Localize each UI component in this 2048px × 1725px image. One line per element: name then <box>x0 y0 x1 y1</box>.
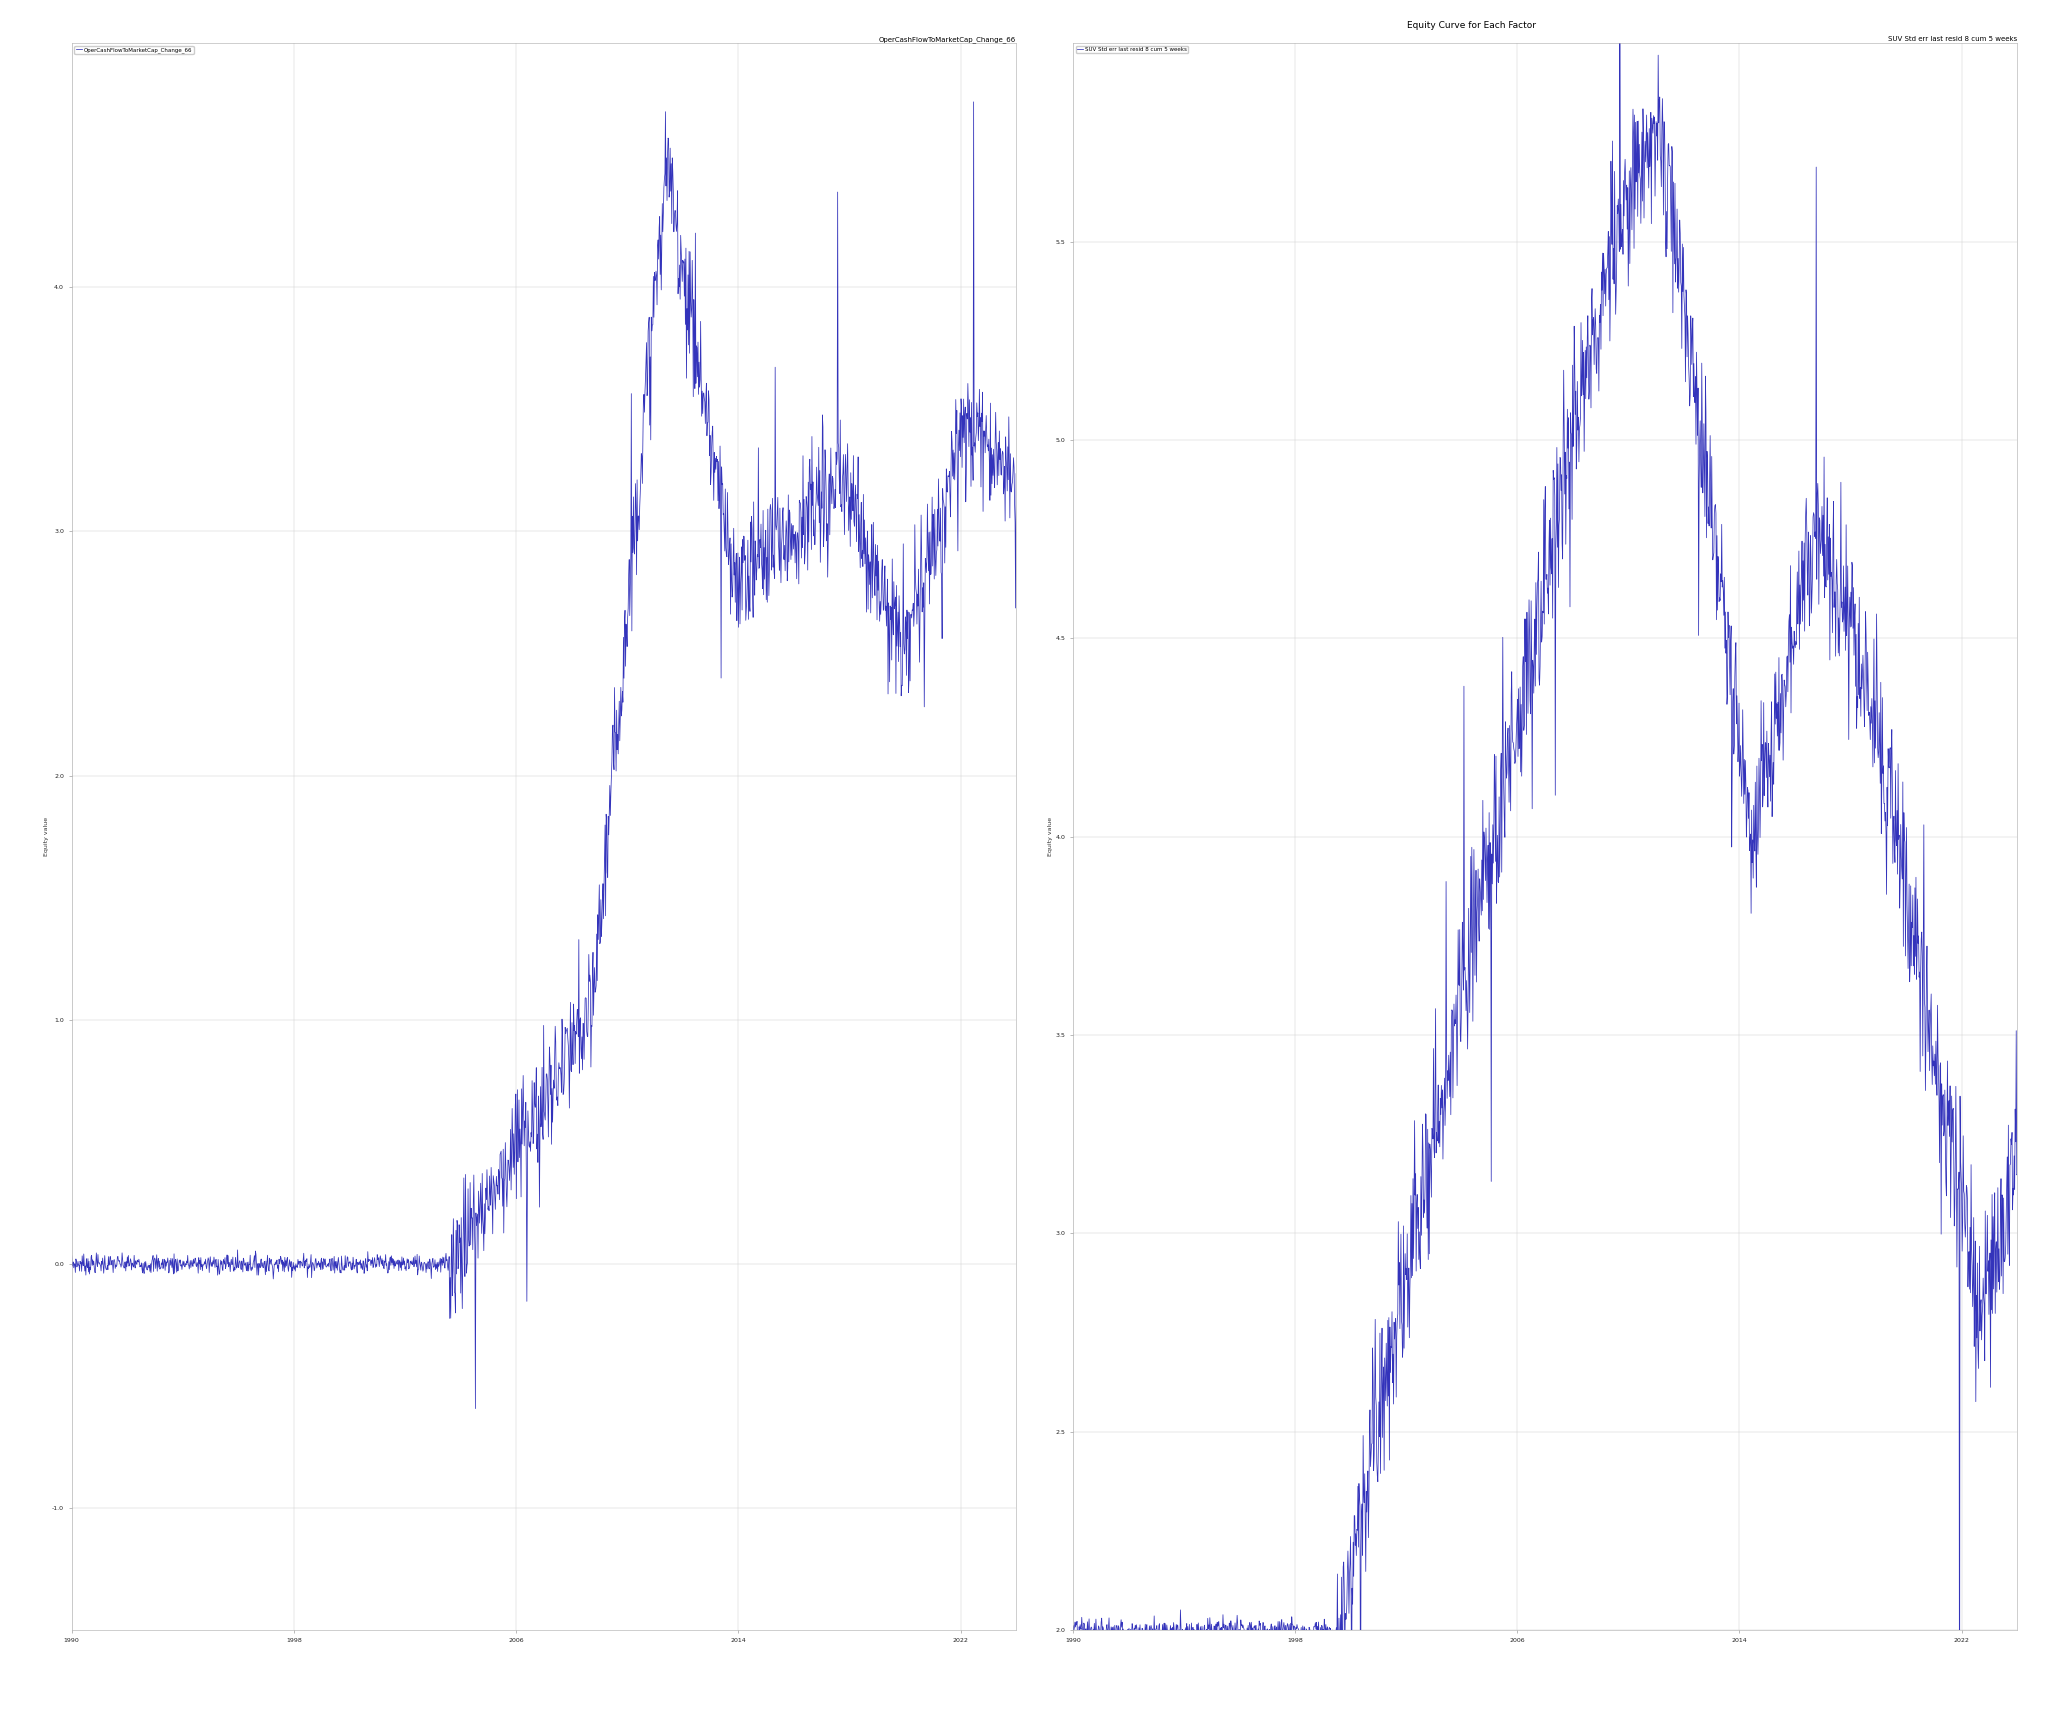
OperCashFlowToMarketCap_Change_66 <box>449 1258 473 1278</box>
SUV Std err last resid 8 cum 5 weeks <box>1446 919 1470 940</box>
SUV Std err last resid 8 cum 5 weeks <box>1413 1104 1438 1125</box>
OperCashFlowToMarketCap_Change_66 <box>59 1245 84 1266</box>
SUV Std err last resid 8 cum 5 weeks <box>1262 1620 1286 1640</box>
Y-axis label: Equity value: Equity value <box>1047 818 1053 856</box>
SUV Std err last resid 8 cum 5 weeks <box>1450 937 1475 957</box>
OperCashFlowToMarketCap_Change_66 <box>260 1268 285 1289</box>
SUV Std err last resid 8 cum 5 weeks <box>2005 1164 2030 1185</box>
OperCashFlowToMarketCap_Change_66 <box>961 91 985 112</box>
SUV Std err last resid 8 cum 5 weeks <box>1061 1623 1085 1644</box>
Text: Equity Curve for Each Factor: Equity Curve for Each Factor <box>1407 21 1536 29</box>
Text: OperCashFlowToMarketCap_Change_66: OperCashFlowToMarketCap_Change_66 <box>879 36 1016 43</box>
SUV Std err last resid 8 cum 5 weeks <box>1706 547 1731 568</box>
SUV Std err last resid 8 cum 5 weeks <box>1114 1622 1139 1642</box>
Legend: OperCashFlowToMarketCap_Change_66: OperCashFlowToMarketCap_Change_66 <box>74 47 193 53</box>
OperCashFlowToMarketCap_Change_66 <box>705 452 729 473</box>
OperCashFlowToMarketCap_Change_66 <box>414 1252 438 1273</box>
Y-axis label: Equity value: Equity value <box>45 818 49 856</box>
Line: SUV Std err last resid 8 cum 5 weeks: SUV Std err last resid 8 cum 5 weeks <box>1073 0 2017 1725</box>
OperCashFlowToMarketCap_Change_66 <box>1004 464 1028 485</box>
Text: SUV Std err last resid 8 cum 5 weeks: SUV Std err last resid 8 cum 5 weeks <box>1888 36 2017 41</box>
Line: OperCashFlowToMarketCap_Change_66: OperCashFlowToMarketCap_Change_66 <box>72 102 1016 1409</box>
OperCashFlowToMarketCap_Change_66 <box>463 1399 487 1420</box>
Legend: SUV Std err last resid 8 cum 5 weeks: SUV Std err last resid 8 cum 5 weeks <box>1075 47 1188 53</box>
OperCashFlowToMarketCap_Change_66 <box>444 1209 469 1230</box>
OperCashFlowToMarketCap_Change_66 <box>113 1261 137 1282</box>
